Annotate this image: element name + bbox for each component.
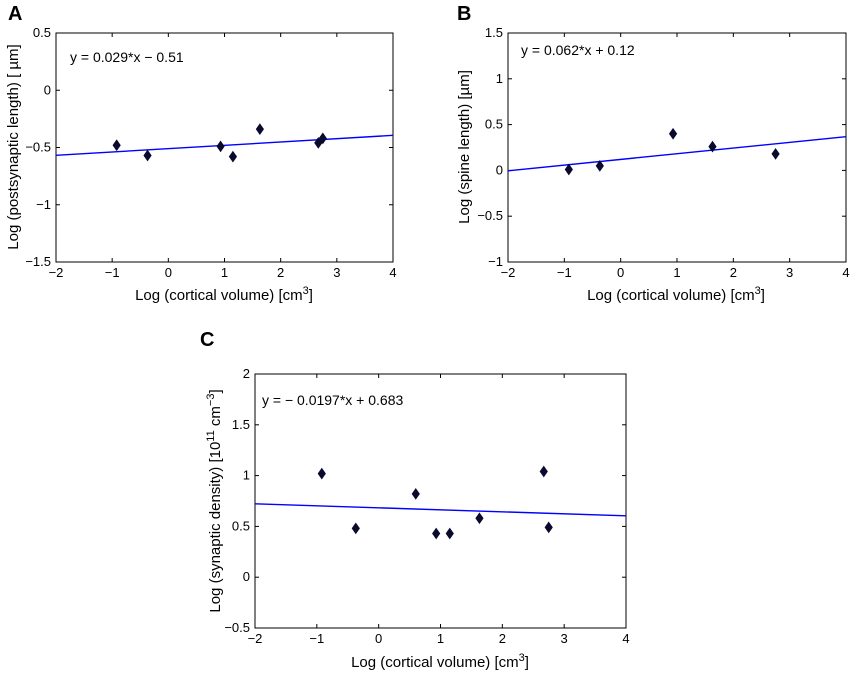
y-tick-label: −1.5 xyxy=(25,254,51,269)
x-tick-label: 0 xyxy=(375,631,382,646)
plot-frame xyxy=(254,373,627,629)
x-tick-label: 4 xyxy=(389,265,396,280)
data-point xyxy=(317,467,326,480)
y-tick-label: 1.5 xyxy=(232,417,250,432)
data-point xyxy=(112,139,121,152)
data-point xyxy=(351,522,360,535)
y-tick-label: −0.5 xyxy=(25,140,51,155)
data-point xyxy=(475,512,484,525)
x-tick-label: 1 xyxy=(221,265,228,280)
plot-frame xyxy=(507,32,847,263)
x-axis-label: Log (cortical volume) [cm3] xyxy=(351,652,529,671)
data-point xyxy=(143,149,152,162)
panel-c: C −2 −1 0 1 2 3 4 −0.5 0 0.5 1 1.5 2 y = − 0.0197*x + … xyxy=(200,329,630,671)
x-tick-label: 2 xyxy=(499,631,506,646)
y-tick-label: −1 xyxy=(36,197,51,212)
fit-line xyxy=(55,134,394,156)
data-point xyxy=(228,150,238,163)
x-tick-label: 2 xyxy=(277,265,284,280)
y-tick-label: −0.5 xyxy=(224,620,250,635)
x-tick-label: −2 xyxy=(501,265,516,280)
panel-a: A −2 −1 0 1 2 3 4 −1.5 −1 −0.5 0 0.5 y = 0.029*x − 0.… xyxy=(5,3,397,304)
data-point xyxy=(564,163,573,176)
panel-letter: C xyxy=(200,329,214,351)
data-point xyxy=(595,159,604,172)
x-axis-label: Log (cortical volume) [cm3] xyxy=(587,285,765,304)
x-tick-label: 1 xyxy=(673,265,680,280)
fit-equation: y = 0.062*x + 0.12 xyxy=(521,42,635,58)
fit-equation: y = 0.029*x − 0.51 xyxy=(70,49,184,65)
y-tick-label: −0.5 xyxy=(477,208,503,223)
y-tick-label: 0 xyxy=(496,162,503,177)
data-point xyxy=(668,127,678,140)
data-point xyxy=(544,521,553,534)
data-point xyxy=(432,527,441,540)
panel-letter: B xyxy=(457,3,471,25)
y-axis-label: Log (synaptic density) [1011 cm−3] xyxy=(205,389,224,612)
y-tick-label: 1 xyxy=(243,468,250,483)
y-tick-label: 0.5 xyxy=(33,25,51,40)
x-tick-label: 3 xyxy=(333,265,340,280)
x-tick-label: −2 xyxy=(49,265,64,280)
data-point xyxy=(216,140,225,153)
x-tick-label: 1 xyxy=(437,631,444,646)
y-tick-label: 2 xyxy=(243,366,250,381)
data-point xyxy=(314,137,323,149)
y-axis-label: Log (postsynaptic length) [ µm] xyxy=(5,44,22,249)
panel-letter: A xyxy=(8,3,22,25)
y-tick-label: 0 xyxy=(44,82,51,97)
plot-frame xyxy=(55,32,394,263)
x-axis-label: Log (cortical volume) [cm3] xyxy=(135,285,313,304)
y-tick-label: 0 xyxy=(243,569,250,584)
y-tick-label: 0.5 xyxy=(485,117,503,132)
y-tick-label: −1 xyxy=(488,254,503,269)
data-point xyxy=(318,132,327,145)
fit-line xyxy=(507,135,847,172)
data-point xyxy=(445,527,454,540)
x-tick-label: 4 xyxy=(842,265,849,280)
x-tick-label: 0 xyxy=(617,265,624,280)
fit-equation: y = − 0.0197*x + 0.683 xyxy=(262,392,403,408)
x-tick-label: 4 xyxy=(622,631,629,646)
y-tick-label: 1.5 xyxy=(485,25,503,40)
fit-line xyxy=(254,503,627,517)
y-axis-label: Log (spine length) [µm] xyxy=(456,70,473,224)
x-tick-label: −1 xyxy=(105,265,120,280)
x-tick-label: 0 xyxy=(165,265,172,280)
data-point xyxy=(708,140,717,153)
x-tick-label: 3 xyxy=(786,265,793,280)
data-point xyxy=(771,148,780,160)
panel-b: B−2 −1 0 1 2 3 4−1−0.500.511.5y = 0.062*x + 0.… xyxy=(456,3,850,304)
y-tick-label: 1 xyxy=(496,71,503,86)
x-tick-label: −1 xyxy=(309,631,324,646)
x-tick-label: −2 xyxy=(248,631,263,646)
data-point xyxy=(255,123,264,136)
x-tick-label: 2 xyxy=(730,265,737,280)
data-point xyxy=(411,488,420,500)
x-tick-label: −1 xyxy=(557,265,572,280)
x-tick-label: 3 xyxy=(561,631,568,646)
y-tick-label: 0.5 xyxy=(232,518,250,533)
data-point xyxy=(539,465,548,478)
